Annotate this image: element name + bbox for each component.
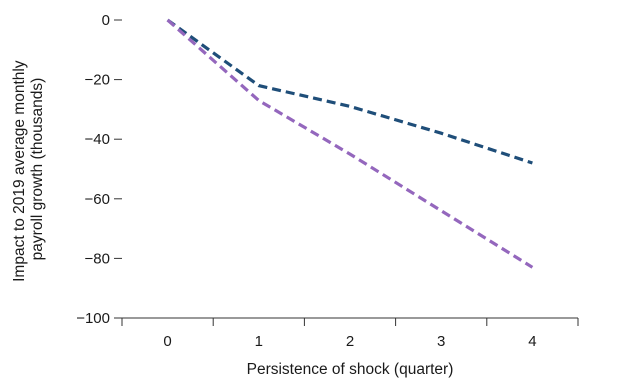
y-tick-label: −60	[85, 191, 110, 208]
x-tick-label: 2	[346, 333, 354, 350]
x-axis: 0 1 2 3 4	[121, 317, 579, 350]
x-tick-label: 3	[437, 333, 445, 350]
series-line-2	[166, 18, 534, 269]
x-axis-title: Persistence of shock (quarter)	[247, 361, 454, 378]
x-tick-label: 0	[163, 333, 171, 350]
series-line-1	[166, 18, 533, 165]
y-tick-label: −40	[85, 131, 110, 148]
x-tick-label: 1	[255, 333, 263, 350]
x-tick-label: 4	[528, 333, 536, 350]
y-axis-title-line-1: Impact to 2019 average monthly	[11, 60, 28, 282]
y-axis-title-line-2: payroll growth (thousands)	[29, 78, 46, 261]
y-tick-label: −80	[85, 250, 110, 267]
y-tick-label: −20	[85, 72, 110, 89]
y-axis-title: Impact to 2019 average monthly payroll g…	[11, 56, 46, 282]
y-tick-label: 0	[102, 12, 110, 29]
y-tick-label: −100	[76, 310, 110, 327]
series-lines	[166, 18, 534, 269]
y-axis-ticks: 0 −20 −40 −60 −80 −100	[76, 12, 122, 327]
